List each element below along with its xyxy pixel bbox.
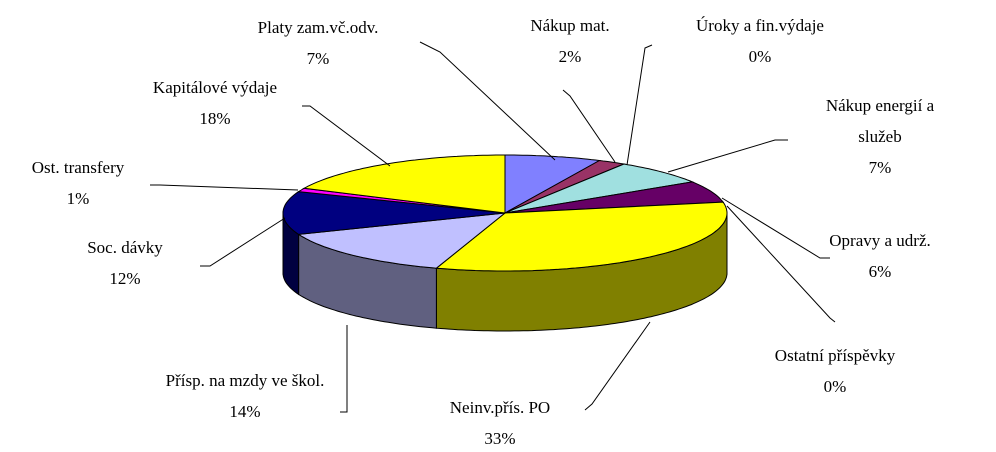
category-label: Úroky a fin.výdaje: [696, 16, 824, 35]
category-label: Kapitálové výdaje: [152, 78, 278, 97]
slice-label: Ostatní příspěvky 0%: [735, 340, 935, 402]
leader-line: [150, 184, 299, 191]
leader-line: [562, 89, 616, 163]
slice-label: Přísp. na mzdy ve škol. 14%: [150, 365, 340, 427]
slice-label: Nákup mat. 2%: [510, 10, 630, 72]
category-label: Soc. dávky: [87, 238, 163, 257]
slice: [282, 191, 506, 235]
percent-label: 2%: [558, 47, 582, 66]
leader-line: [667, 139, 788, 173]
category-label: Přísp. na mzdy ve škol.: [165, 371, 325, 390]
category-label: Platy zam.vč.odv.: [257, 18, 379, 37]
slice-label: Úroky a fin.výdaje 0%: [650, 10, 870, 72]
slice-label: Kapitálové výdaje 18%: [115, 72, 315, 134]
slice: [435, 201, 728, 272]
slice-label: Neinv.přís. PO 33%: [400, 392, 600, 452]
percent-label: 12%: [109, 269, 141, 288]
leader-line: [340, 325, 348, 413]
slice: [504, 159, 626, 214]
percent-label: 1%: [66, 189, 90, 208]
percent-label: 14%: [229, 402, 261, 421]
slice: [504, 163, 695, 214]
percent-label: 0%: [823, 377, 847, 396]
slice: [297, 212, 507, 269]
category-label: Ostatní příspěvky: [774, 346, 896, 365]
leader-line: [726, 205, 836, 323]
category-label: Ost. transfery: [31, 158, 125, 177]
leader-line: [200, 217, 286, 267]
leader-line: [584, 321, 651, 411]
percent-label: 7%: [306, 49, 330, 68]
slice-label: Opravy a udrž. 6%: [805, 225, 955, 287]
percent-label: 7%: [868, 158, 892, 177]
slice: [504, 154, 602, 214]
slice-label: Platy zam.vč.odv. 7%: [218, 12, 418, 74]
category-label: Opravy a udrž.: [829, 231, 931, 250]
leader-line: [419, 41, 556, 161]
category-label: Neinv.přís. PO: [449, 398, 551, 417]
percent-label: 6%: [868, 262, 892, 281]
slice-label: Nákup energií a služeb 7%: [805, 90, 955, 183]
category-label: Nákup mat.: [530, 16, 610, 35]
percent-label: 0%: [748, 47, 772, 66]
slice: [504, 181, 725, 214]
slice-label: Ost. transfery 1%: [3, 152, 153, 214]
percent-label: 18%: [199, 109, 231, 128]
percent-label: 33%: [484, 429, 516, 448]
category-label: Nákup energií a služeb: [825, 96, 935, 146]
leader-line: [302, 105, 391, 167]
slice: [302, 154, 506, 214]
leader-line: [721, 197, 830, 259]
leader-line: [626, 44, 653, 166]
slice-label: Soc. dávky 12%: [60, 232, 190, 294]
